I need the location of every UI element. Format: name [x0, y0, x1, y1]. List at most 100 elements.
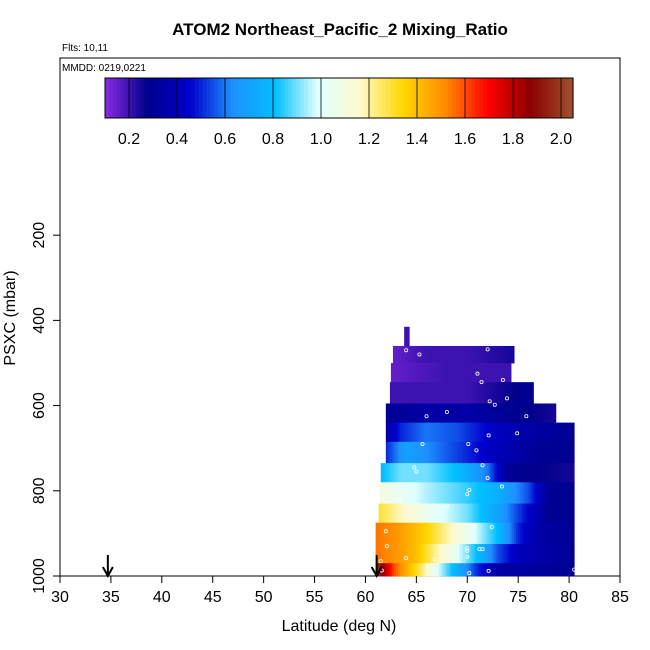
heatmap-cell — [554, 522, 558, 545]
heatmap-cell — [443, 463, 447, 483]
heatmap-cell — [512, 441, 515, 464]
heatmap-cell — [448, 522, 452, 545]
colorbar-swatch — [323, 78, 328, 118]
heatmap-cell — [506, 463, 510, 483]
sample-point — [420, 441, 425, 446]
heatmap-cell — [474, 463, 477, 483]
heatmap-cell — [550, 403, 554, 424]
heatmap-cell — [381, 482, 385, 504]
heatmap-cell — [567, 422, 570, 443]
colorbar-swatch — [378, 78, 383, 118]
heatmap-cell — [412, 441, 415, 464]
heatmap-cell — [573, 482, 575, 504]
heatmap-cell — [573, 563, 575, 577]
heatmap-cell — [532, 482, 535, 504]
heatmap-cell — [472, 345, 475, 364]
heatmap-cell — [387, 482, 391, 504]
y-tick-label: 800 — [31, 477, 48, 504]
heatmap-cell — [502, 503, 506, 524]
heatmap-cell — [446, 422, 450, 443]
colorbar-swatch — [257, 78, 262, 118]
heatmap-cell — [428, 563, 432, 577]
heatmap-cell — [465, 422, 468, 443]
colorbar-swatch — [159, 78, 165, 118]
heatmap-cell — [542, 441, 546, 464]
heatmap-cell — [402, 403, 405, 424]
heatmap-cell — [410, 441, 413, 464]
heatmap-cell — [501, 482, 505, 504]
heatmap-cell — [531, 503, 534, 524]
heatmap-cell — [508, 403, 511, 424]
heatmap-cell — [493, 441, 497, 464]
heatmap-cell — [470, 345, 473, 364]
heatmap-cell — [523, 463, 526, 483]
heatmap-cell — [497, 441, 501, 464]
heatmap-cell — [548, 422, 552, 443]
heatmap-cell — [447, 503, 451, 524]
heatmap-cell — [552, 441, 556, 464]
heatmap-cell — [540, 563, 544, 577]
heatmap-cell — [459, 422, 462, 443]
heatmap-cell — [538, 422, 541, 443]
heatmap-cell — [428, 544, 432, 564]
heatmap-cell — [412, 522, 415, 545]
heatmap-cell — [546, 422, 550, 443]
heatmap-cell — [487, 441, 491, 464]
colorbar-swatch — [214, 78, 219, 118]
colorbar-swatch — [557, 78, 562, 118]
sample-point — [467, 487, 472, 492]
sample-point — [487, 399, 492, 404]
x-tick-label: 55 — [306, 589, 324, 606]
heatmap-cell — [442, 522, 446, 545]
colorbar-swatch — [417, 78, 422, 118]
heatmap-cell — [511, 463, 514, 483]
heatmap-cell — [449, 503, 453, 524]
heatmap-cell — [465, 403, 468, 424]
heatmap-cell — [446, 482, 450, 504]
heatmap-cell — [391, 441, 395, 464]
heatmap-cell — [383, 522, 387, 545]
colorbar-swatch — [362, 78, 367, 118]
heatmap-cell — [387, 441, 391, 464]
heatmap-cell — [544, 441, 548, 464]
heatmap-cell — [422, 522, 425, 545]
y-tick-label: 200 — [31, 222, 48, 249]
heatmap-cell — [554, 482, 558, 504]
heatmap-cell — [411, 363, 414, 383]
heatmap-cell — [543, 503, 547, 524]
heatmap-cell — [475, 382, 478, 404]
sample-point — [467, 571, 472, 576]
heatmap-cell — [458, 345, 461, 364]
heatmap-cell — [550, 563, 554, 577]
heatmap-cell — [410, 544, 413, 564]
heatmap-cell — [475, 544, 478, 564]
heatmap-cell — [503, 441, 507, 464]
heatmap-cell — [528, 522, 531, 545]
heatmap-cell — [439, 463, 443, 483]
colorbar-swatch — [147, 78, 153, 118]
heatmap-cell — [442, 382, 446, 404]
heatmap-cell — [406, 403, 409, 424]
heatmap-cell — [495, 522, 499, 545]
heatmap-cell — [491, 441, 495, 464]
heatmap-cell — [562, 482, 566, 504]
heatmap-cell — [408, 422, 411, 443]
heatmap-cell — [413, 503, 416, 524]
heatmap-cell — [481, 441, 484, 464]
heatmap-cell — [382, 463, 386, 483]
heatmap-cell — [398, 403, 401, 424]
x-tick-label: 70 — [458, 589, 476, 606]
heatmap-cell — [391, 522, 395, 545]
heatmap-cell — [519, 503, 522, 524]
colorbar-tick-label: 1.0 — [310, 131, 332, 148]
heatmap-cell — [487, 382, 491, 404]
heatmap-cell — [542, 563, 546, 577]
heatmap-cell — [412, 563, 415, 577]
heatmap-cell — [436, 522, 440, 545]
colorbar-swatch — [253, 78, 258, 118]
heatmap-cell — [505, 522, 509, 545]
heatmap-cell — [491, 422, 495, 443]
heatmap-cell — [425, 363, 428, 383]
heatmap-cell — [573, 544, 575, 564]
heatmap-cell — [398, 544, 401, 564]
